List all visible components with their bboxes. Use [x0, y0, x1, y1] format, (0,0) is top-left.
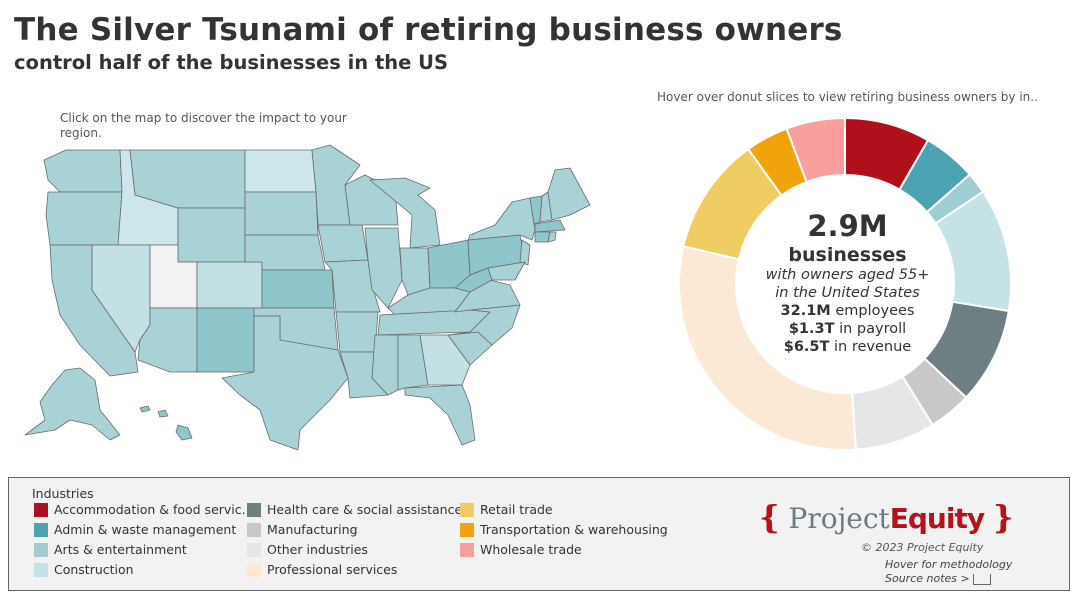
project-equity-logo[interactable]: { ProjectEquity }	[759, 498, 1014, 536]
employees-label: employees	[835, 303, 915, 319]
legend-label: Wholesale trade	[480, 542, 582, 557]
source-notes-label: Source notes >	[885, 572, 970, 585]
state-new-mexico[interactable]	[196, 307, 255, 373]
page-title: The Silver Tsunami of retiring business …	[14, 12, 843, 48]
legend-swatch	[34, 542, 48, 557]
state-colorado[interactable]	[196, 261, 263, 309]
legend-item-health[interactable]: Health care & social assistance	[247, 502, 462, 517]
legend-label: Construction	[54, 562, 134, 577]
state-south-dakota[interactable]	[244, 191, 319, 236]
legend-label: Professional services	[267, 562, 398, 577]
legend-item-accommodation[interactable]: Accommodation & food servic..	[34, 502, 250, 517]
state-washington[interactable]	[43, 149, 123, 193]
owners-age-line: with owners aged 55+	[765, 267, 930, 283]
total-businesses-value: 2.9M	[807, 209, 888, 243]
legend-swatch	[247, 522, 261, 537]
legend-title: Industries	[32, 486, 94, 501]
legend-swatch	[247, 502, 261, 517]
methodology-link[interactable]: Hover for methodology	[885, 558, 1013, 571]
state-mississippi[interactable]	[371, 334, 399, 396]
legend-item-wholesale[interactable]: Wholesale trade	[460, 542, 582, 557]
state-wyoming[interactable]	[177, 207, 246, 263]
legend-label: Other industries	[267, 542, 368, 557]
copyright-text: © 2023 Project Equity	[861, 541, 984, 554]
state-massachusetts[interactable]	[534, 219, 566, 233]
legend-label: Admin & waste management	[54, 522, 237, 537]
state-connecticut[interactable]	[534, 231, 551, 243]
legend-swatch	[247, 562, 261, 577]
state-georgia[interactable]	[419, 334, 471, 386]
payroll-label: in payroll	[839, 321, 907, 337]
legend-label: Retail trade	[480, 502, 553, 517]
state-oregon[interactable]	[45, 191, 123, 246]
state-hawaii[interactable]	[139, 405, 193, 441]
donut-slice-wholesale-trade[interactable]	[785, 116, 846, 184]
legend-swatch	[34, 522, 48, 537]
state-alaska[interactable]	[24, 367, 121, 441]
legend-label: Accommodation & food servic..	[54, 502, 250, 517]
state-iowa[interactable]	[317, 224, 369, 263]
payroll-line: $1.3T in payroll	[745, 320, 950, 338]
state-florida[interactable]	[404, 384, 476, 446]
revenue-label: in revenue	[834, 339, 912, 355]
legend-item-admin[interactable]: Admin & waste management	[34, 522, 236, 537]
legend-item-other[interactable]: Other industries	[247, 542, 368, 557]
employees-line: 32.1M employees	[745, 302, 950, 320]
donut-center-summary: 2.9M businesses with owners aged 55+ in …	[745, 208, 950, 356]
legend-panel: Industries Accommodation & food servic..…	[8, 477, 1070, 591]
logo-text-project: Project	[788, 502, 890, 535]
payroll-value: $1.3T	[788, 321, 835, 337]
legend-swatch	[34, 562, 48, 577]
state-maryland[interactable]	[487, 261, 526, 281]
employees-value: 32.1M	[780, 303, 831, 319]
total-businesses-label: businesses	[788, 244, 907, 266]
state-michigan[interactable]	[369, 177, 441, 249]
legend-label: Manufacturing	[267, 522, 358, 537]
state-new-york[interactable]	[467, 197, 536, 241]
industry-donut-chart[interactable]	[675, 114, 1015, 454]
region-line: in the United States	[775, 285, 920, 301]
legend-item-manufacturing[interactable]: Manufacturing	[247, 522, 358, 537]
legend-label: Arts & entertainment	[54, 542, 187, 557]
us-map[interactable]	[0, 140, 640, 460]
state-alabama[interactable]	[397, 334, 429, 391]
state-new-jersey[interactable]	[519, 239, 531, 266]
page-subtitle: control half of the businesses in the US	[14, 51, 449, 74]
revenue-value: $6.5T	[783, 339, 830, 355]
logo-brace-right: }	[993, 498, 1014, 536]
donut-slice-professional-services[interactable]	[678, 245, 857, 451]
state-texas[interactable]	[221, 315, 349, 451]
legend-item-arts[interactable]: Arts & entertainment	[34, 542, 187, 557]
state-arkansas[interactable]	[335, 311, 379, 353]
legend-item-retail[interactable]: Retail trade	[460, 502, 553, 517]
legend-item-professional[interactable]: Professional services	[247, 562, 397, 577]
logo-text-equity: Equity	[889, 502, 985, 535]
legend-swatch	[247, 542, 261, 557]
legend-swatch	[460, 522, 474, 537]
state-maine[interactable]	[547, 167, 591, 221]
state-kansas[interactable]	[261, 269, 335, 309]
legend-swatch	[460, 502, 474, 517]
state-north-dakota[interactable]	[244, 149, 317, 193]
legend-label: Health care & social assistance	[267, 502, 463, 517]
state-rhode-island[interactable]	[547, 231, 557, 243]
donut-hint: Hover over donut slices to view retiring…	[657, 90, 1038, 104]
source-notes-link[interactable]: Source notes >	[885, 572, 991, 585]
revenue-line: $6.5T in revenue	[745, 338, 950, 356]
state-indiana[interactable]	[399, 247, 431, 296]
legend-label: Transportation & warehousing	[480, 522, 668, 537]
legend-item-construction[interactable]: Construction	[34, 562, 134, 577]
legend-item-transportation[interactable]: Transportation & warehousing	[460, 522, 668, 537]
source-notes-icon	[972, 573, 991, 585]
legend-swatch	[460, 542, 474, 557]
legend-swatch	[34, 502, 48, 517]
map-hint: Click on the map to discover the impact …	[60, 111, 347, 140]
state-north-carolina[interactable]	[447, 304, 521, 346]
logo-brace-left: {	[759, 498, 780, 536]
